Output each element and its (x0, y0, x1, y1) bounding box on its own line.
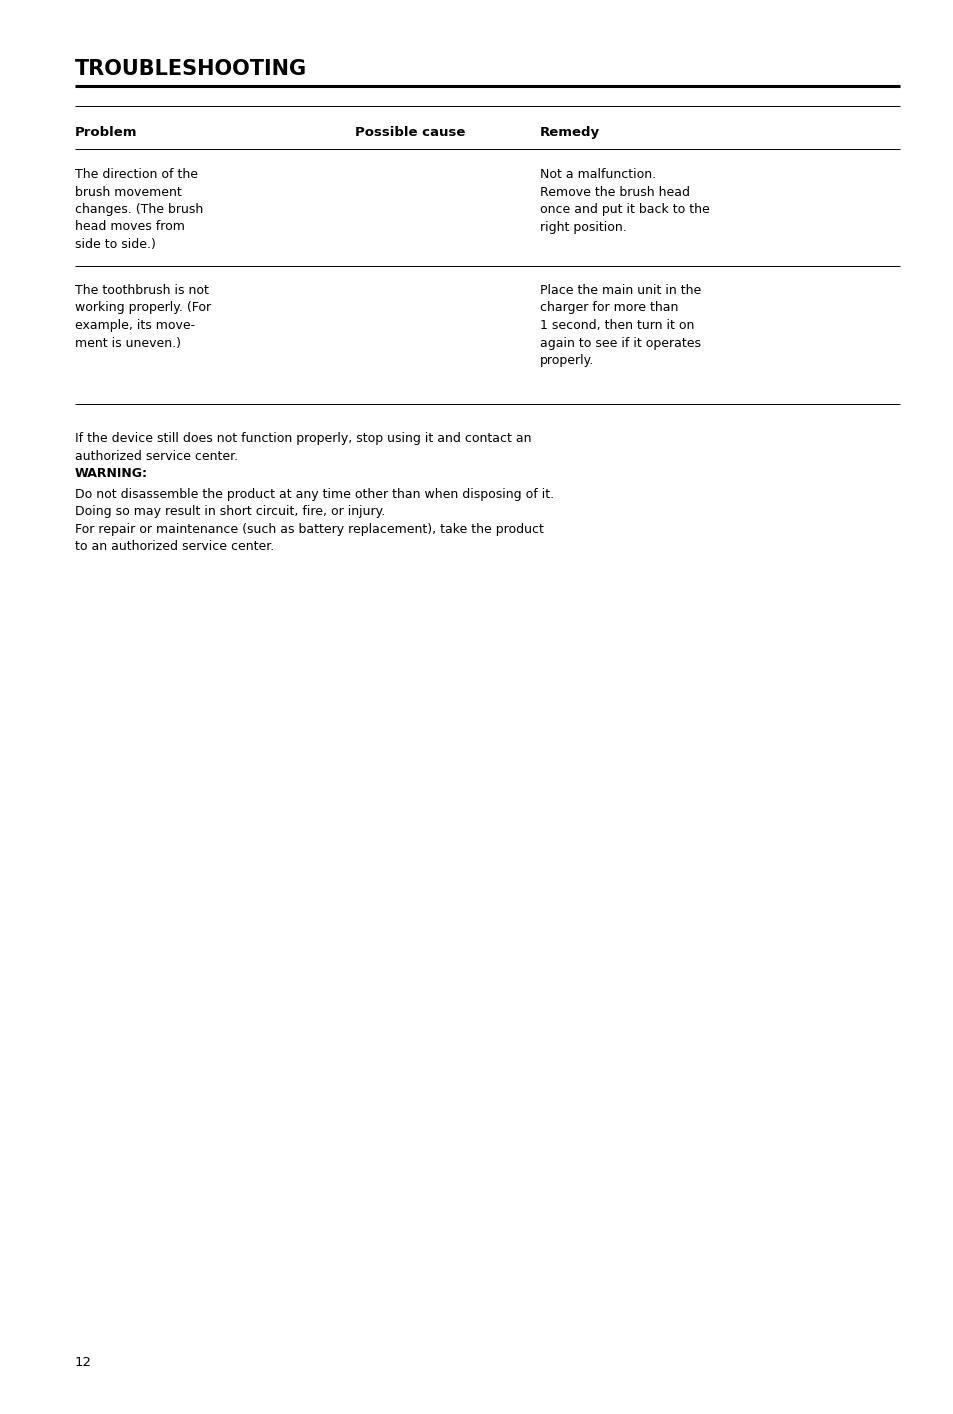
Text: WARNING:: WARNING: (75, 467, 148, 479)
Text: If the device still does not function properly, stop using it and contact an
aut: If the device still does not function pr… (75, 433, 531, 462)
Text: The toothbrush is not
working properly. (For
example, its move-
ment is uneven.): The toothbrush is not working properly. … (75, 284, 211, 349)
Text: The direction of the
brush movement
changes. (The brush
head moves from
side to : The direction of the brush movement chan… (75, 168, 203, 252)
Text: Do not disassemble the product at any time other than when disposing of it.
Doin: Do not disassemble the product at any ti… (75, 488, 554, 553)
Text: 12: 12 (75, 1356, 91, 1369)
Text: TROUBLESHOOTING: TROUBLESHOOTING (75, 59, 307, 79)
Text: Problem: Problem (75, 126, 137, 139)
Text: Remedy: Remedy (539, 126, 599, 139)
Text: Not a malfunction.
Remove the brush head
once and put it back to the
right posit: Not a malfunction. Remove the brush head… (539, 168, 709, 233)
Text: Possible cause: Possible cause (355, 126, 465, 139)
Text: Place the main unit in the
charger for more than
1 second, then turn it on
again: Place the main unit in the charger for m… (539, 284, 700, 368)
